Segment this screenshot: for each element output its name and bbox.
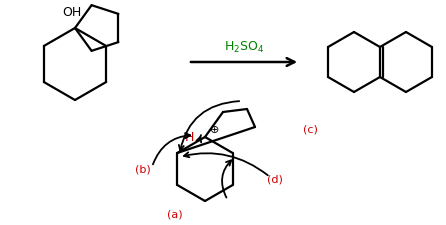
Text: (c): (c) (302, 124, 318, 134)
Text: (b): (b) (135, 164, 151, 174)
Text: (a): (a) (167, 209, 183, 219)
Text: H: H (184, 131, 194, 144)
Text: ⊕: ⊕ (211, 124, 220, 134)
Text: (d): (d) (267, 174, 283, 184)
Text: OH: OH (62, 6, 82, 19)
Text: H$_2$SO$_4$: H$_2$SO$_4$ (224, 40, 264, 55)
